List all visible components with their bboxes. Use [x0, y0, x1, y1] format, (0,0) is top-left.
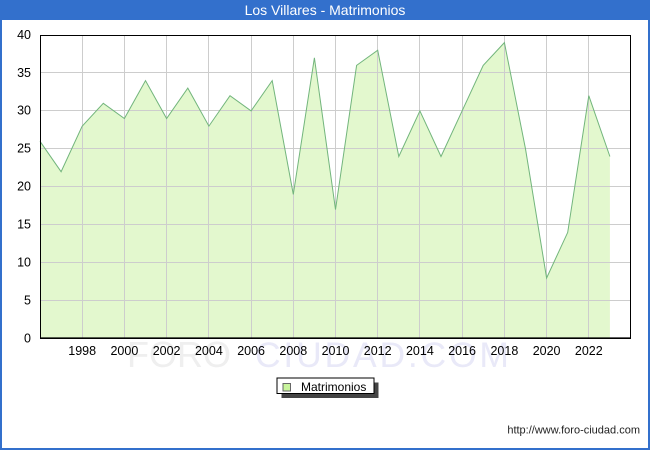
- svg-text:15: 15: [17, 218, 31, 232]
- svg-text:20: 20: [17, 180, 31, 194]
- svg-text:2016: 2016: [448, 344, 476, 358]
- svg-text:2004: 2004: [195, 344, 223, 358]
- svg-text:35: 35: [17, 66, 31, 80]
- svg-text:2006: 2006: [237, 344, 265, 358]
- svg-text:2014: 2014: [406, 344, 434, 358]
- svg-text:2000: 2000: [110, 344, 138, 358]
- svg-text:2018: 2018: [490, 344, 518, 358]
- svg-text:0: 0: [24, 331, 31, 345]
- svg-text:Los Villares - Matrimonios: Los Villares - Matrimonios: [245, 2, 406, 18]
- svg-text:2002: 2002: [153, 344, 181, 358]
- svg-text:30: 30: [17, 104, 31, 118]
- svg-text:Matrimonios: Matrimonios: [301, 380, 366, 394]
- svg-text:25: 25: [17, 142, 31, 156]
- svg-text:2008: 2008: [279, 344, 307, 358]
- svg-text:1998: 1998: [68, 344, 96, 358]
- svg-text:40: 40: [17, 28, 31, 42]
- svg-text:2020: 2020: [533, 344, 561, 358]
- svg-text:2012: 2012: [364, 344, 392, 358]
- svg-text:CIUDAD.COM: CIUDAD.COM: [255, 335, 512, 375]
- svg-text:http://www.foro-ciudad.com: http://www.foro-ciudad.com: [507, 425, 640, 437]
- svg-text:FORO: FORO: [127, 334, 231, 375]
- svg-text:5: 5: [24, 294, 31, 308]
- svg-text:2022: 2022: [575, 344, 603, 358]
- svg-text:10: 10: [17, 256, 31, 270]
- svg-text:2010: 2010: [322, 344, 350, 358]
